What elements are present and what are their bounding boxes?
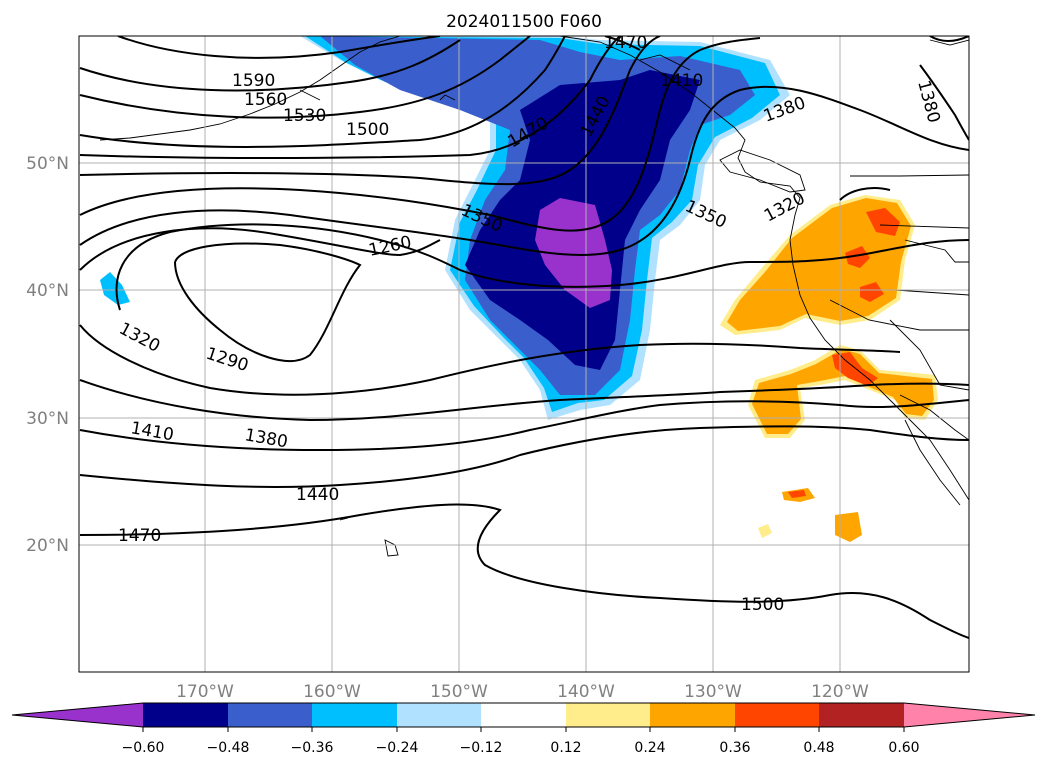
contour-label-1500: 1500 [741, 595, 784, 615]
height-contours [79, 36, 969, 639]
colorbar-tick-label: 0.48 [803, 740, 834, 756]
colorbar-tick-label: −0.24 [376, 740, 419, 756]
colorbar-tick-label: 0.36 [719, 740, 750, 756]
colorbar-tick-label: −0.12 [460, 740, 503, 756]
lon-label-160w: 160°W [303, 682, 361, 702]
contour-label-1500: 1500 [346, 120, 389, 140]
lon-label-170w: 170°W [176, 682, 234, 702]
longitude-labels: 170°W 160°W 150°W 140°W 130°W 120°W [176, 682, 869, 702]
contour-label-1470-top: 1470 [604, 33, 647, 53]
colorbar-segment [650, 703, 735, 727]
colorbar-segment [819, 703, 904, 727]
colorbar-segment [397, 703, 481, 727]
colorbar-tick-label: −0.60 [122, 740, 165, 756]
contour-label-1440: 1440 [296, 485, 339, 505]
contour-label-1590: 1590 [232, 71, 275, 91]
lon-label-150w: 150°W [430, 682, 488, 702]
latitude-labels: 50°N 40°N 30°N 20°N [26, 154, 69, 556]
map-area: 1590 1560 1530 1500 1470 1440 1410 1380 … [79, 33, 969, 672]
coastlines [99, 36, 969, 557]
colorbar-segment [566, 703, 650, 727]
colorbar-segment-extend-high [904, 703, 1035, 727]
colorbar-tick-label: −0.36 [291, 740, 334, 756]
colorbar-tick-label: 0.12 [550, 740, 581, 756]
colorbar: −0.60 −0.48 −0.36 −0.24 −0.12 0.12 0.24 … [11, 702, 1036, 756]
colorbar-segment-extend-low [12, 703, 143, 727]
contour-label-1410: 1410 [660, 71, 703, 91]
colorbar-tick-label: −0.48 [207, 740, 250, 756]
contour-label-1470: 1470 [118, 526, 161, 546]
positive-anomaly-shading [720, 195, 938, 542]
contour-label-1560: 1560 [244, 90, 287, 110]
lat-label-40n: 40°N [26, 281, 69, 301]
lon-label-140w: 140°W [557, 682, 615, 702]
contour-label-1530: 1530 [283, 106, 326, 126]
lat-label-30n: 30°N [26, 409, 69, 429]
gridlines [79, 36, 969, 672]
colorbar-segment [481, 703, 566, 727]
map-frame [78, 35, 970, 673]
map-title: 2024011500 F060 [446, 12, 602, 32]
colorbar-tick-label: 0.24 [634, 740, 665, 756]
colorbar-tick-label: 0.60 [888, 740, 919, 756]
colorbar-segment [735, 703, 819, 727]
colorbar-segment [143, 703, 228, 727]
lon-label-130w: 130°W [684, 682, 742, 702]
lat-label-50n: 50°N [26, 154, 69, 174]
lon-label-120w: 120°W [811, 682, 869, 702]
colorbar-segment [228, 703, 312, 727]
lat-label-20n: 20°N [26, 536, 69, 556]
colorbar-segment [312, 703, 397, 727]
